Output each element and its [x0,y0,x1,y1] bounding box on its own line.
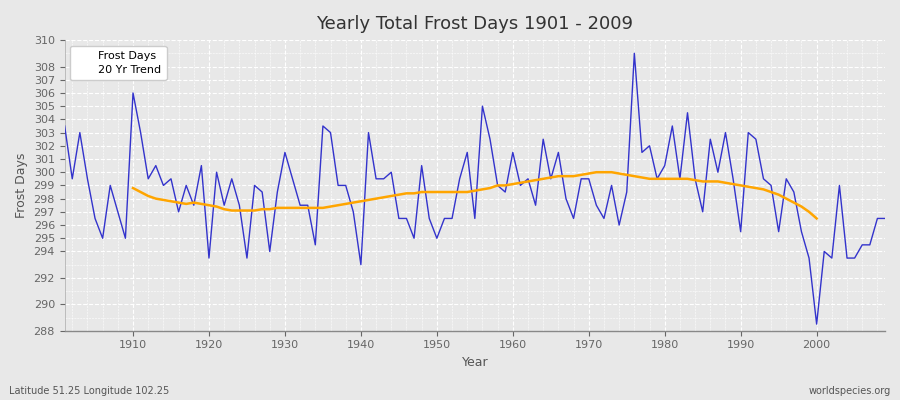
20 Yr Trend [804,210,814,214]
Text: Latitude 51.25 Longitude 102.25: Latitude 51.25 Longitude 102.25 [9,386,169,396]
Frost Days [59,124,70,128]
20 Yr Trend [591,170,602,175]
20 Yr Trend [811,216,822,221]
Frost Days [629,51,640,56]
20 Yr Trend [128,186,139,190]
Frost Days [333,183,344,188]
Frost Days [811,322,822,326]
Text: worldspecies.org: worldspecies.org [809,386,891,396]
X-axis label: Year: Year [462,356,488,369]
Line: Frost Days: Frost Days [65,53,885,324]
Frost Days [508,150,518,155]
Title: Yearly Total Frost Days 1901 - 2009: Yearly Total Frost Days 1901 - 2009 [316,15,634,33]
Frost Days [120,236,130,241]
20 Yr Trend [713,179,724,184]
Frost Days [879,216,890,221]
20 Yr Trend [302,206,313,210]
Line: 20 Yr Trend: 20 Yr Trend [133,172,816,218]
Frost Days [500,190,510,194]
20 Yr Trend [212,204,222,209]
20 Yr Trend [287,206,298,210]
20 Yr Trend [796,204,806,209]
Y-axis label: Frost Days: Frost Days [15,153,28,218]
Frost Days [598,216,609,221]
Frost Days [287,176,298,181]
Legend: Frost Days, 20 Yr Trend: Frost Days, 20 Yr Trend [70,46,166,80]
